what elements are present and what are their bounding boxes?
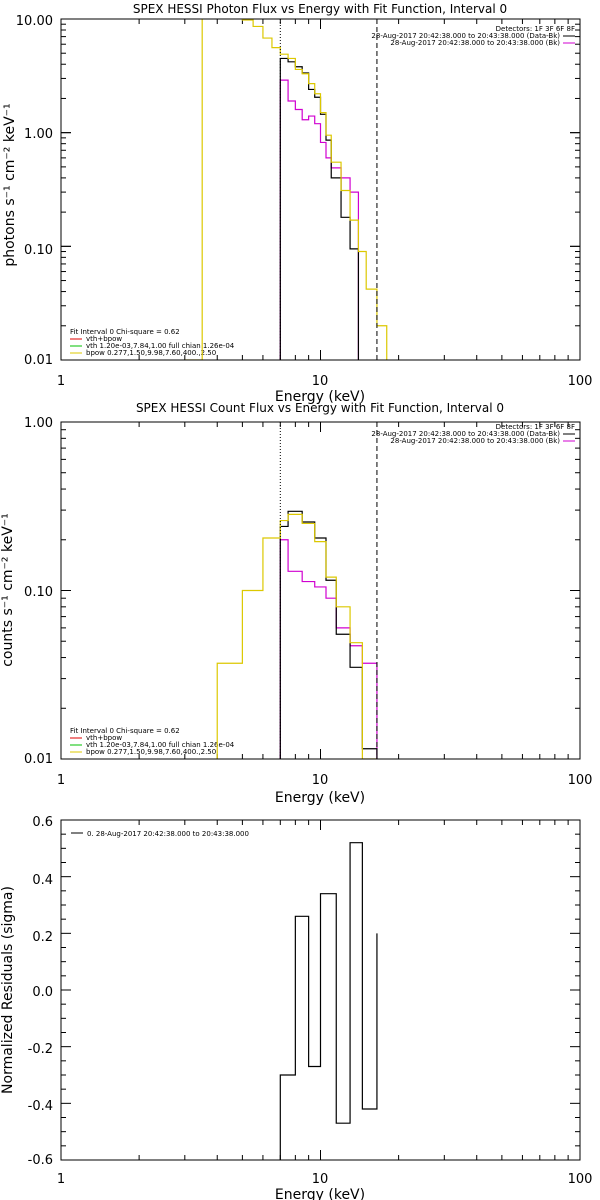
photon-legend-vth: vth 1.20e-03,7.84,1.00 full chian 1.26e-… (86, 342, 235, 350)
count-y-axis-label: counts s⁻¹ cm⁻² keV⁻¹ (0, 513, 16, 667)
count-plot-area (60, 421, 581, 760)
count-legend-bpow: bpow 0.277,1.50,9.98,7.60,400.,2.50 (86, 748, 216, 756)
count-y-tick-label: 1.00 (24, 416, 53, 431)
count-x-tick-label: 1 (57, 773, 65, 788)
photon-axes-frame (60, 18, 581, 361)
count-legend-vth: vth 1.20e-03,7.84,1.00 full chian 1.26e-… (86, 741, 235, 749)
photon-series-total (184, 19, 400, 360)
count-legend-data-bk: 28-Aug-2017 20:42:38.000 to 20:43:38.000… (371, 430, 560, 438)
residual-plot-area (60, 819, 581, 1161)
photon-y-axis-label: photons s⁻¹ cm⁻² keV⁻¹ (2, 103, 18, 266)
residual-axes-frame (60, 819, 581, 1161)
photon-fit-header: Fit Interval 0 Chi-square = 0.62 (70, 328, 180, 336)
photon-plot-area (60, 18, 581, 361)
count-x-tick-label: 100 (568, 773, 593, 788)
residual-y-tick-label: -0.6 (28, 1153, 53, 1168)
count-legend-vth-bpow: vth+bpow (86, 734, 122, 742)
photon-flux-panel: SPEX HESSI Photon Flux vs Energy with Fi… (2, 2, 593, 405)
count-fit-header: Fit Interval 0 Chi-square = 0.62 (70, 727, 180, 735)
photon-y-tick-label: 1.00 (24, 127, 53, 142)
photon-x-tick-label: 1 (57, 374, 65, 389)
photon-y-tick-label: 10.00 (16, 14, 53, 29)
residual-x-tick-label: 10 (312, 1172, 329, 1187)
residual-y-axis-label: Normalized Residuals (sigma) (0, 886, 16, 1094)
residual-y-tick-label: 0.6 (32, 815, 53, 830)
residual-y-tick-label: 0.2 (32, 930, 53, 945)
residual-legend-text: 0. 28-Aug-2017 20:42:38.000 to 20:43:38.… (87, 830, 249, 838)
count-legend-bk: 28-Aug-2017 20:42:38.000 to 20:43:38.000… (390, 437, 560, 445)
residuals-panel: Normalized Residuals (sigma) Energy (keV… (0, 815, 592, 1200)
residual-x-tick-label: 1 (57, 1172, 65, 1187)
photon-y-tick-label: 0.01 (24, 353, 53, 368)
photon-x-tick-label: 10 (312, 374, 329, 389)
photon-legend-data-bk: 28-Aug-2017 20:42:38.000 to 20:43:38.000… (371, 32, 560, 40)
count-y-tick-label: 0.01 (24, 752, 53, 767)
photon-x-axis-label: Energy (keV) (275, 389, 365, 405)
residual-y-tick-label: 0.0 (32, 985, 53, 1000)
residual-x-axis-label: Energy (keV) (275, 1187, 365, 1200)
photon-series-bk (279, 79, 360, 360)
photon-x-tick-label: 100 (568, 374, 593, 389)
photon-legend-vth-bpow: vth+bpow (86, 335, 122, 343)
count-x-axis-label: Energy (keV) (275, 790, 365, 806)
count-flux-panel: SPEX HESSI Count Flux vs Energy with Fit… (0, 401, 592, 806)
count-y-tick-label: 0.10 (24, 585, 53, 600)
count-detectors-text: Detectors: 1F 3F 6F 8F (496, 423, 575, 431)
photon-chart-title: SPEX HESSI Photon Flux vs Energy with Fi… (133, 2, 507, 16)
photon-y-tick-label: 0.10 (24, 243, 53, 258)
count-series-total (216, 513, 377, 759)
photon-legend-bpow: bpow 0.277,1.50,9.98,7.60,400.,2.50 (86, 349, 216, 357)
residual-y-tick-label: -0.4 (28, 1099, 53, 1114)
residual-x-tick-label: 100 (568, 1172, 593, 1187)
photon-legend-bk: 28-Aug-2017 20:42:38.000 to 20:43:38.000… (390, 39, 560, 47)
photon-series-data (279, 57, 360, 360)
photon-detectors-text: Detectors: 1F 3F 6F 8F (496, 25, 575, 33)
residual-y-tick-label: 0.4 (32, 873, 53, 888)
count-axes-frame (60, 421, 581, 760)
residual-y-tick-label: -0.2 (28, 1042, 53, 1057)
residual-series-s0 (279, 842, 378, 1160)
count-x-tick-label: 10 (312, 773, 329, 788)
count-chart-title: SPEX HESSI Count Flux vs Energy with Fit… (136, 401, 504, 415)
